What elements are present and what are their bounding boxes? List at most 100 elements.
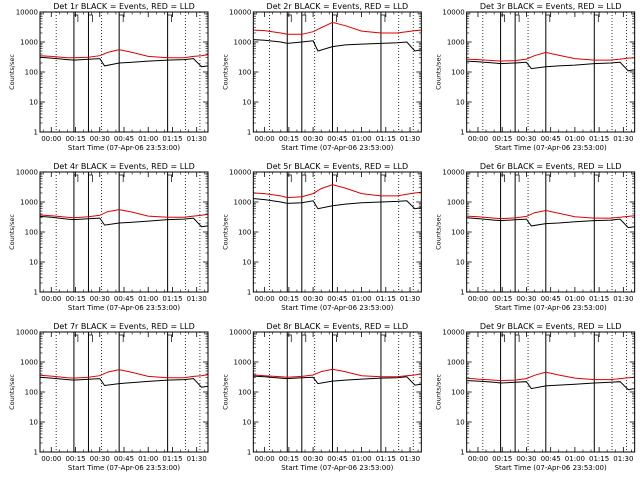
series-lld-line — [39, 49, 209, 59]
plot-frame — [252, 331, 422, 453]
x-axis-label: Start Time (07-Apr-06 23:53:00) — [68, 464, 180, 472]
x-tick-label: 00:30 — [303, 135, 323, 143]
marker-flag — [515, 14, 520, 22]
y-tick-label: 1000 — [447, 39, 465, 47]
y-tick-label: 10000 — [229, 329, 251, 337]
x-tick-label: 00:15 — [492, 455, 512, 463]
y-tick-label: 1 — [247, 129, 251, 137]
marker-flag — [88, 174, 93, 182]
x-tick-label: 01:15 — [376, 135, 396, 143]
x-tick-label: 00:45 — [541, 295, 561, 303]
x-tick-label: 01:30 — [187, 295, 207, 303]
x-tick-label: 00:15 — [65, 295, 85, 303]
chart-title: Det 1r BLACK = Events, RED = LLD — [53, 2, 195, 11]
chart-title: Det 5r BLACK = Events, RED = LLD — [267, 162, 409, 171]
chart-panel-8: Det 8r BLACK = Events, RED = LLD 1 10 100 10… — [221, 322, 422, 472]
series-lld-line — [39, 209, 209, 219]
chart-panel-3: Det 3r BLACK = Events, RED = LLD 1 10 100 10… — [435, 2, 636, 152]
y-tick-label: 1000 — [20, 199, 38, 207]
marker-flag — [380, 14, 386, 22]
chart-title: Det 7r BLACK = Events, RED = LLD — [53, 322, 195, 331]
y-tick-label: 1 — [460, 289, 464, 297]
series-lld-line — [466, 209, 635, 220]
x-tick-label: 00:00 — [41, 455, 61, 463]
y-tick-label: 1000 — [234, 359, 252, 367]
y-tick-label: 10000 — [16, 329, 38, 337]
series-lld-line — [39, 369, 209, 379]
marker-flag — [301, 14, 307, 22]
y-tick-label: 10 — [29, 419, 38, 427]
y-axis-label: Counts/sec — [221, 54, 229, 90]
y-tick-label: 10000 — [16, 9, 38, 17]
x-tick-label: 01:00 — [351, 295, 371, 303]
marker-flag — [545, 174, 551, 182]
marker-flag — [545, 334, 551, 342]
x-tick-label: 00:30 — [516, 135, 536, 143]
y-tick-label: 1000 — [447, 359, 465, 367]
y-tick-label: 100 — [25, 389, 38, 397]
x-tick-label: 01:15 — [376, 295, 396, 303]
marker-flag — [515, 174, 520, 182]
x-tick-label: 01:15 — [162, 295, 182, 303]
x-tick-label: 01:30 — [613, 295, 633, 303]
series-events-line — [253, 198, 422, 210]
x-tick-label: 00:00 — [468, 135, 488, 143]
x-tick-label: 00:30 — [516, 455, 536, 463]
series-events-line — [253, 375, 422, 386]
x-tick-label: 00:45 — [114, 295, 134, 303]
y-axis-label: Counts/sec — [8, 374, 16, 410]
y-tick-label: 1000 — [20, 359, 38, 367]
x-tick-label: 00:45 — [327, 135, 347, 143]
marker-flag — [332, 174, 337, 182]
x-tick-label: 01:00 — [351, 455, 371, 463]
y-tick-label: 10000 — [16, 169, 38, 177]
y-tick-label: 1000 — [447, 199, 465, 207]
chart-title: Det 9r BLACK = Events, RED = LLD — [480, 322, 622, 331]
y-tick-label: 100 — [238, 69, 251, 77]
x-axis-label: Start Time (07-Apr-06 23:53:00) — [281, 144, 393, 152]
y-tick-label: 100 — [25, 229, 38, 237]
marker-flag — [119, 174, 124, 182]
plot-frame — [466, 171, 636, 293]
x-tick-label: 00:00 — [255, 295, 275, 303]
series-events-line — [39, 215, 209, 228]
x-tick-label: 01:30 — [187, 135, 207, 143]
y-tick-label: 1 — [34, 129, 38, 137]
x-tick-label: 00:15 — [65, 135, 85, 143]
y-tick-label: 100 — [238, 229, 251, 237]
x-axis-label: Start Time (07-Apr-06 23:53:00) — [281, 304, 393, 312]
y-tick-label: 100 — [238, 389, 251, 397]
x-tick-label: 00:45 — [327, 455, 347, 463]
x-tick-label: 00:30 — [303, 295, 323, 303]
series-lld-line — [253, 21, 422, 35]
y-tick-label: 10 — [456, 259, 465, 267]
x-tick-label: 01:15 — [162, 135, 182, 143]
marker-flag — [301, 334, 307, 342]
x-tick-label: 00:30 — [303, 455, 323, 463]
y-tick-label: 10000 — [229, 169, 251, 177]
x-axis-label: Start Time (07-Apr-06 23:53:00) — [68, 304, 180, 312]
marker-flag — [88, 14, 93, 22]
x-tick-label: 00:45 — [114, 135, 134, 143]
chart-title: Det 8r BLACK = Events, RED = LLD — [267, 322, 409, 331]
y-tick-label: 1 — [460, 129, 464, 137]
y-tick-label: 1000 — [20, 39, 38, 47]
plot-frame — [252, 11, 422, 133]
x-tick-label: 01:00 — [565, 295, 585, 303]
x-tick-label: 00:45 — [114, 455, 134, 463]
chart-panel-4: Det 4r BLACK = Events, RED = LLD 1 10 100 10… — [8, 162, 209, 312]
series-events-line — [466, 60, 635, 72]
y-tick-label: 100 — [451, 69, 464, 77]
chart-panel-6: Det 6r BLACK = Events, RED = LLD 1 10 100 10… — [435, 162, 636, 312]
y-tick-label: 1 — [460, 449, 464, 457]
x-tick-label: 00:45 — [541, 455, 561, 463]
marker-flag — [380, 174, 386, 182]
marker-flag — [545, 14, 551, 22]
y-tick-label: 10 — [242, 99, 251, 107]
y-axis-label: Counts/sec — [221, 374, 229, 410]
x-tick-label: 01:30 — [400, 135, 420, 143]
x-tick-label: 00:00 — [468, 455, 488, 463]
x-axis-label: Start Time (07-Apr-06 23:53:00) — [495, 464, 607, 472]
